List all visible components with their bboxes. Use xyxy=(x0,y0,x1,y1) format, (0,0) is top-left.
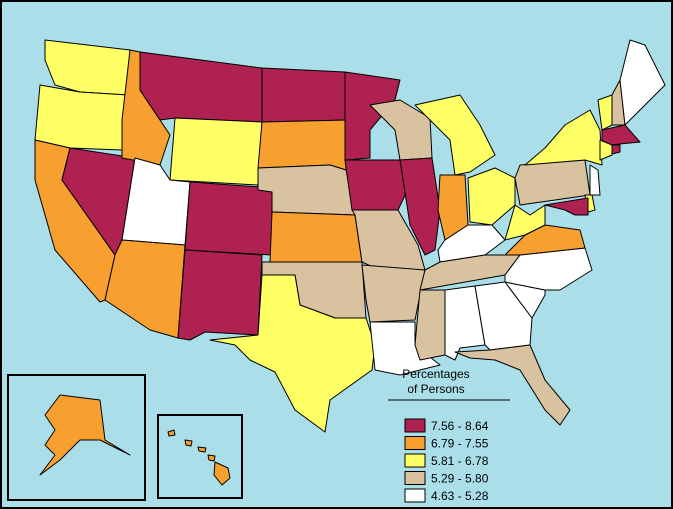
state xyxy=(611,144,621,155)
state xyxy=(261,67,349,123)
legend-swatch xyxy=(404,453,426,468)
legend-label: 5.81 - 6.78 xyxy=(431,454,489,468)
state xyxy=(184,181,276,256)
legend-swatch xyxy=(404,471,426,485)
legend-label: 5.29 - 5.80 xyxy=(431,472,489,486)
state xyxy=(209,274,376,433)
hawaii-inset xyxy=(157,414,243,499)
state xyxy=(207,454,216,462)
state xyxy=(414,94,496,176)
legend-swatch xyxy=(404,418,426,433)
state xyxy=(454,344,571,426)
states xyxy=(34,39,666,433)
hawaii xyxy=(167,429,231,486)
state xyxy=(601,124,641,146)
legend-title: Percentages xyxy=(402,367,469,381)
state xyxy=(414,289,446,361)
legend-label: 6.79 - 7.55 xyxy=(431,437,489,451)
state xyxy=(599,139,613,161)
legend-label: 7.56 - 8.64 xyxy=(431,419,489,433)
state xyxy=(39,394,131,476)
legend: Percentages of Persons 7.56 - 8.64 6.79 -… xyxy=(388,367,510,503)
state xyxy=(177,249,263,341)
state xyxy=(544,197,589,216)
state xyxy=(369,321,441,376)
state xyxy=(169,117,263,186)
state xyxy=(184,439,193,447)
state xyxy=(524,109,603,166)
state xyxy=(514,159,591,206)
state xyxy=(197,446,207,453)
legend-label: 4.63 - 5.28 xyxy=(431,489,489,503)
state xyxy=(269,211,363,263)
state xyxy=(167,429,176,437)
state xyxy=(34,84,129,151)
state xyxy=(344,159,411,211)
state xyxy=(589,164,601,196)
state xyxy=(399,157,441,256)
state xyxy=(257,119,349,171)
state xyxy=(257,164,356,216)
state xyxy=(213,461,231,486)
alaska xyxy=(39,394,131,476)
legend-swatch xyxy=(404,488,426,503)
legend-swatch xyxy=(404,436,426,450)
legend-title: of Persons xyxy=(407,382,464,396)
state xyxy=(361,264,426,323)
